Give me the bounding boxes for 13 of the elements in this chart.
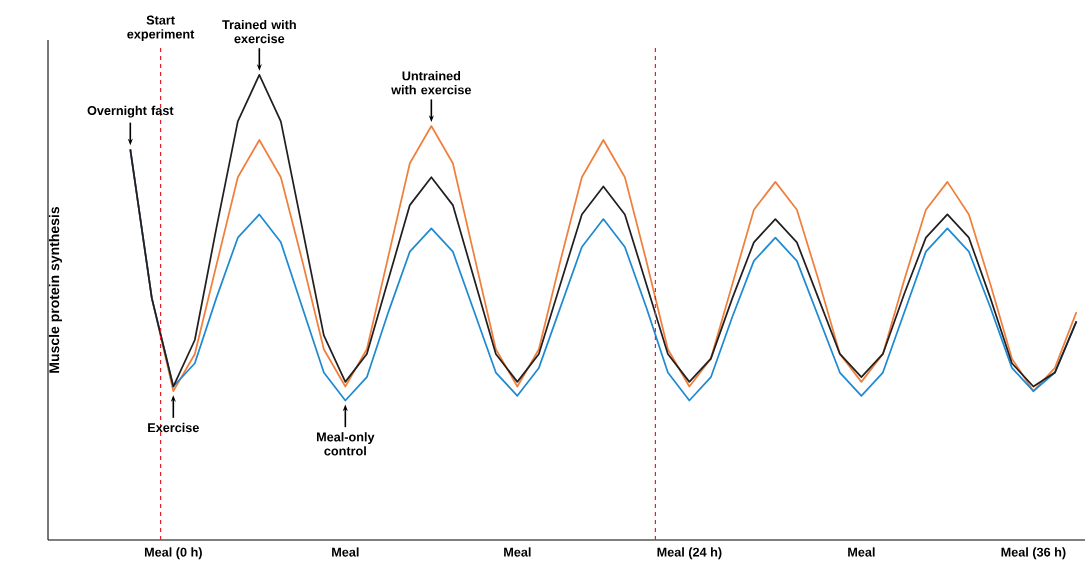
annotation: Overnight fast	[87, 105, 174, 118]
y-axis-title: Muscle protein synthesis	[48, 206, 62, 373]
text: Untrained with exercise	[391, 71, 472, 95]
x-tick-label: Meal (36 h)	[1001, 547, 1066, 560]
x-tick-label: Meal	[848, 547, 875, 557]
annotation: Exercise	[148, 422, 199, 433]
text: Trained with exercise	[222, 19, 296, 44]
text: Start experiment	[127, 15, 195, 42]
x-tick-label: Meal (24 h)	[657, 547, 722, 560]
text: Meal-only control	[316, 432, 375, 456]
x-tick-label: Meal	[332, 547, 359, 557]
x-tick-label: Meal (0 h)	[144, 547, 202, 560]
x-tick-label: Meal	[504, 547, 531, 557]
